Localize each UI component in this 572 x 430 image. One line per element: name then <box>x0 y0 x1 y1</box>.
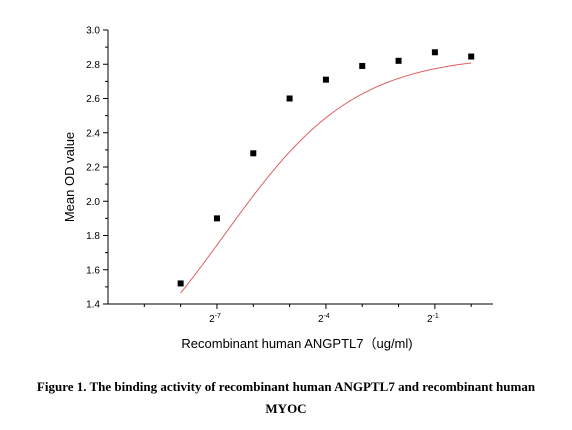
data-point <box>395 57 402 64</box>
fit-curve-group <box>180 62 472 294</box>
data-point <box>468 53 475 60</box>
data-point <box>431 49 438 56</box>
x-ticks: 2-7 2-4 2-1 <box>143 304 472 325</box>
data-point <box>213 215 220 222</box>
y-tick-label: 2.6 <box>86 94 100 105</box>
data-point <box>359 62 366 69</box>
x-tick-label: 2-7 <box>209 313 221 325</box>
data-point <box>250 150 257 157</box>
axes <box>107 30 493 305</box>
x-axis-label: Recombinant human ANGPTL7（ug/ml) <box>181 336 412 351</box>
x-tick-label: 2-1 <box>427 313 439 325</box>
y-tick-label: 3.0 <box>86 26 100 37</box>
figure-caption: Figure 1. The binding activity of recomb… <box>0 376 572 420</box>
data-point <box>286 95 293 102</box>
data-point <box>322 76 329 83</box>
y-tick-label: 1.4 <box>86 300 100 311</box>
y-tick-label: 2.0 <box>86 197 100 208</box>
y-tick-label: 2.8 <box>86 60 100 71</box>
data-points <box>177 49 475 287</box>
y-ticks: 1.4 1.6 1.8 2.0 2.2 2.4 2.6 2.8 3.0 <box>86 26 108 311</box>
x-tick-label: 2-4 <box>318 313 330 325</box>
y-axis-label: Mean OD value <box>62 132 77 222</box>
data-point <box>177 280 184 287</box>
chart: 1.4 1.6 1.8 2.0 2.2 2.4 2.6 2.8 3.0 2-7 2-4 2-1 Me… <box>62 26 493 351</box>
y-tick-label: 1.6 <box>86 265 100 276</box>
figure-caption-text: Figure 1. The binding activity of recomb… <box>36 379 536 416</box>
fit-curve <box>180 62 472 294</box>
y-tick-label: 2.2 <box>86 163 100 174</box>
y-tick-label: 1.8 <box>86 231 100 242</box>
y-tick-label: 2.4 <box>86 128 100 139</box>
